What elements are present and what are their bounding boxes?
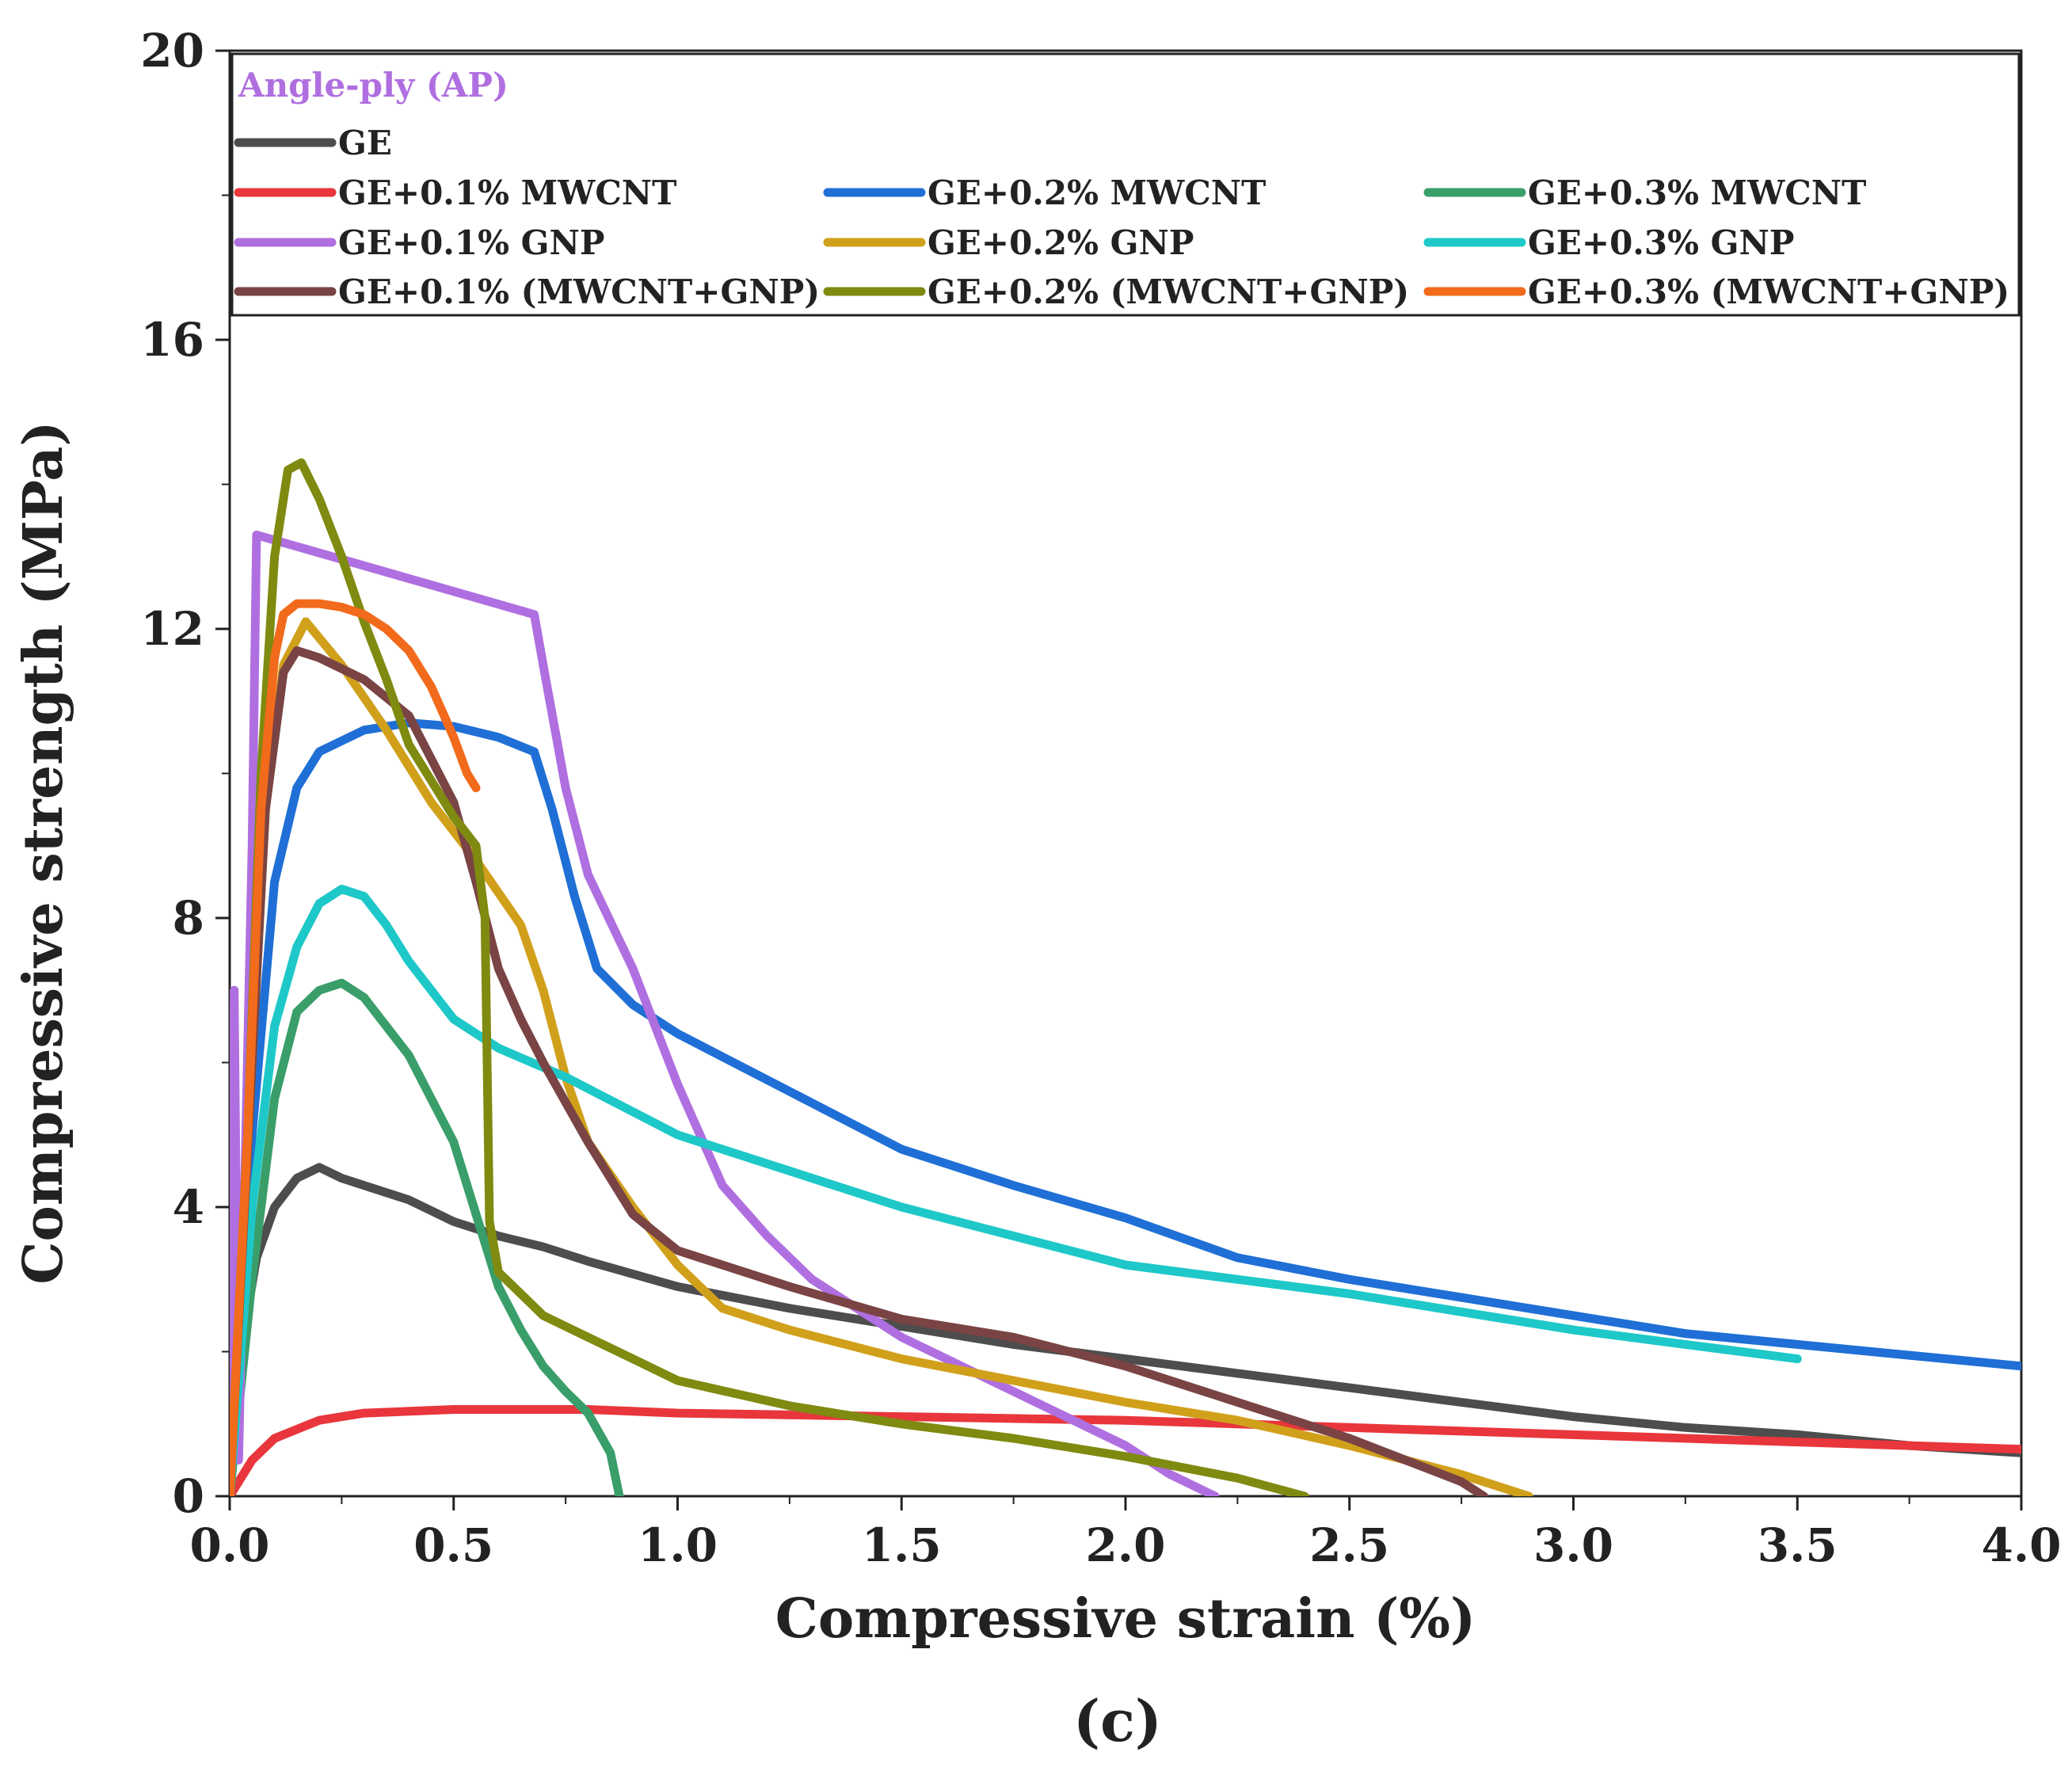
- x-tick-label: 2.5: [1309, 1518, 1389, 1572]
- legend-entry-label: GE+0.1% MWCNT: [338, 173, 676, 212]
- y-tick-label: 16: [140, 313, 204, 367]
- legend-entry-label: GE+0.1% (MWCNT+GNP): [338, 272, 820, 311]
- x-tick-label: 1.0: [638, 1518, 718, 1572]
- y-tick-label: 20: [140, 24, 204, 78]
- legend-entry-label: GE+0.2% (MWCNT+GNP): [927, 272, 1409, 311]
- legend-entry-label: GE+0.2% GNP: [927, 223, 1194, 262]
- x-axis-label: Compressive strain (%): [775, 1587, 1476, 1651]
- series-line-ge-0-1-mwcnt: [230, 1405, 2021, 1496]
- series-line-ge-0-2-mwcnt: [230, 718, 2021, 1496]
- y-tick-label: 4: [173, 1180, 204, 1234]
- legend-entry-label: GE+0.3% (MWCNT+GNP): [1528, 272, 2009, 311]
- y-tick-label: 0: [173, 1469, 204, 1523]
- series-line-ge-0-1-mwcnt-gnp: [230, 646, 1488, 1496]
- panel-label: (c): [1073, 1687, 1162, 1754]
- x-tick-label: 3.0: [1533, 1518, 1613, 1572]
- series-line-ge-0-3-gnp: [230, 885, 1802, 1496]
- series-line-ge: [230, 1163, 2021, 1496]
- x-tick-label: 1.5: [862, 1518, 942, 1572]
- legend-entry-label: GE: [338, 124, 392, 162]
- legend-entry-label: GE+0.1% GNP: [338, 223, 605, 262]
- series-line-ge-0-3-mwcnt-gnp: [230, 599, 481, 1496]
- y-tick-label: 12: [140, 602, 204, 656]
- x-tick-label: 0.5: [413, 1518, 493, 1572]
- y-axis-label: Compressive strength (MPa): [12, 421, 75, 1284]
- labels-layer: 0.0 0.5 1.0 1.5 2.0 2.5 3.0 3.5 4.0 0 4 8 12 16 20 Comp…: [12, 24, 2061, 1754]
- x-tick-label: 4.0: [1982, 1518, 2062, 1572]
- series-line-ge-0-1-gnp: [230, 530, 1220, 1496]
- series-line-ge-0-2-mwcnt-gnp: [230, 458, 1309, 1496]
- series-line-ge-0-3-mwcnt: [230, 978, 624, 1496]
- legend-box: [230, 52, 2021, 317]
- x-tick-label: 0.0: [190, 1518, 270, 1572]
- x-tick-label: 2.0: [1086, 1518, 1166, 1572]
- legend: Angle-ply (AP) GE GE+0.1% MWCNT GE+0.2% MWC…: [230, 52, 2021, 317]
- legend-title: Angle-ply (AP): [238, 66, 508, 105]
- y-tick-label: 8: [173, 891, 204, 945]
- legend-entry-label: GE+0.3% MWCNT: [1528, 173, 1866, 212]
- legend-entry-label: GE+0.2% MWCNT: [927, 173, 1266, 212]
- series-layer: [230, 458, 2021, 1496]
- legend-entry-label: GE+0.3% GNP: [1528, 223, 1795, 262]
- x-tick-label: 3.5: [1758, 1518, 1838, 1572]
- axes-layer: [215, 49, 2023, 1510]
